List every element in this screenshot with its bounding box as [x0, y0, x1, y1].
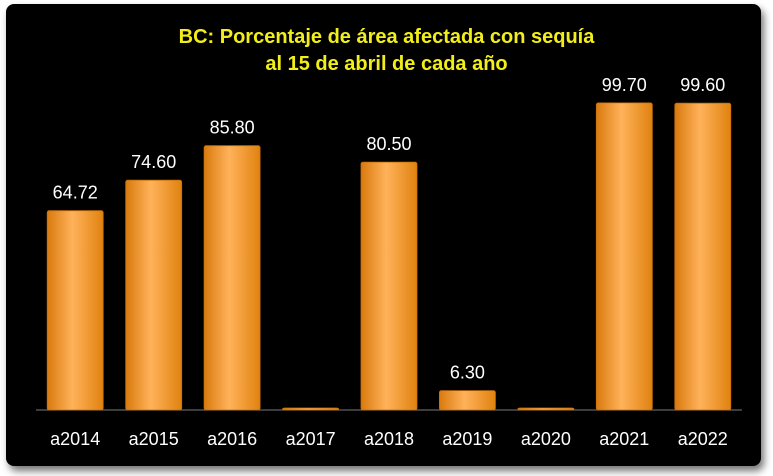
- x-tick-label-a2016: a2016: [207, 429, 257, 449]
- data-label-a2021: 99.70: [602, 75, 647, 95]
- bar-a2017: [282, 407, 340, 411]
- chart-title-line-1: BC: Porcentaje de área afectada con sequ…: [178, 26, 595, 48]
- bar-a2016: [203, 145, 261, 411]
- bar-a2022: [674, 102, 732, 411]
- x-tick-label-a2019: a2019: [442, 429, 492, 449]
- x-tick-label-a2018: a2018: [364, 429, 414, 449]
- data-label-a2015: 74.60: [131, 152, 176, 172]
- data-label-a2014: 64.72: [53, 183, 98, 203]
- data-label-a2019: 6.30: [450, 363, 485, 383]
- data-label-a2018: 80.50: [366, 134, 411, 154]
- chart-title: BC: Porcentaje de área afectada con sequ…: [0, 24, 773, 78]
- bar-a2014: [46, 210, 104, 411]
- data-label-a2022: 99.60: [680, 75, 725, 95]
- bar-a2015: [125, 179, 183, 411]
- bar-a2019: [438, 390, 496, 411]
- bar-a2020: [517, 407, 575, 411]
- data-label-a2016: 85.80: [210, 118, 255, 138]
- bar-a2021: [595, 102, 653, 411]
- x-tick-label-a2017: a2017: [286, 429, 336, 449]
- x-tick-label-a2014: a2014: [50, 429, 100, 449]
- chart-title-line-2: al 15 de abril de cada año: [265, 53, 508, 75]
- x-tick-label-a2020: a2020: [521, 429, 571, 449]
- x-tick-label-a2015: a2015: [129, 429, 179, 449]
- x-tick-label-a2021: a2021: [599, 429, 649, 449]
- bar-a2018: [360, 161, 418, 411]
- x-tick-label-a2022: a2022: [678, 429, 728, 449]
